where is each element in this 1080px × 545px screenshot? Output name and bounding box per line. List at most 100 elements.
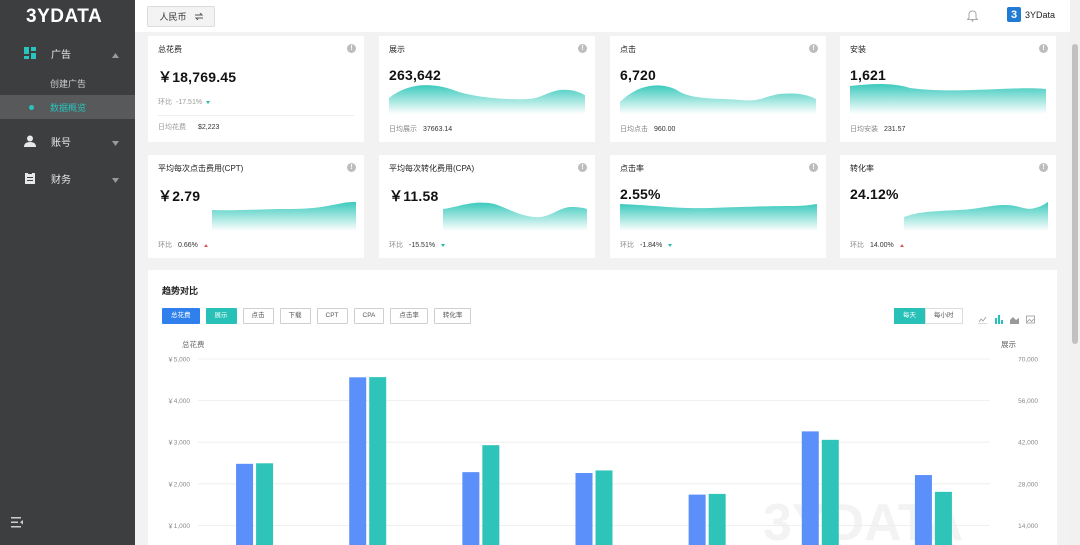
left-tick-label: ￥3,000 [167, 439, 190, 447]
card-footer: 日均点击 960.00 [620, 124, 675, 134]
card-title: 平均每次点击费用(CPT) [158, 164, 244, 173]
footer-label: 日均安装 [850, 126, 878, 133]
line-chart-icon[interactable] [978, 311, 987, 329]
bar-impressions [934, 491, 952, 545]
frequency-hourly-button[interactable]: 每小时 [925, 308, 963, 324]
stat-card-clicks: 点击 ! 6,720 日均点击 960.00 [610, 36, 826, 142]
metric-button-ctr[interactable]: 点击率 [390, 308, 428, 324]
menu-collapse-icon[interactable] [11, 515, 23, 533]
card-value: 6,720 [620, 67, 657, 83]
footer-label: 日均点击 [620, 126, 648, 133]
bar-impressions [256, 463, 274, 545]
active-dot-icon [29, 105, 34, 110]
page-scrollbar[interactable] [1070, 0, 1080, 545]
metric-button-downloads[interactable]: 下载 [279, 308, 311, 324]
user-brand[interactable]: 3 3YData [1007, 7, 1055, 22]
sidebar-group-account[interactable]: 账号 [0, 123, 135, 159]
bar-impressions [708, 493, 726, 545]
sparkline-area [904, 202, 1048, 231]
info-icon[interactable]: ! [1039, 44, 1048, 53]
chevron-down-icon [112, 138, 119, 149]
stat-card-ctr: 点击率 ! 2.55% 环比 -1.84% [610, 155, 826, 258]
metric-button-cvr[interactable]: 转化率 [433, 308, 472, 324]
trend-bar-chart: 3YDATA ￥1,000 14,000 ￥2,000 28,000 ￥3,000 42,0… [167, 356, 1038, 545]
info-icon[interactable]: ! [809, 44, 818, 53]
brand-name: 3YData [1025, 9, 1056, 20]
info-icon[interactable]: ! [578, 163, 587, 172]
sidebar: 3YDATA 广告 创建广告 数据概览 账号 财务 [0, 0, 135, 545]
scrollbar-thumb[interactable] [1072, 44, 1078, 344]
right-tick-label: 14,000 [1018, 523, 1038, 530]
info-icon[interactable]: ! [347, 44, 356, 53]
right-tick-label: 42,000 [1018, 440, 1038, 447]
chevron-down-icon [112, 175, 119, 186]
sidebar-item-data-overview[interactable]: 数据概览 [0, 95, 135, 119]
divider [158, 115, 354, 116]
card-footer: 日均花费 $2,223 [158, 122, 219, 132]
image-export-icon[interactable] [1026, 311, 1035, 329]
card-value: 24.12% [850, 186, 899, 202]
compare-value: -17.51% [176, 98, 203, 106]
info-icon[interactable]: ! [809, 163, 818, 172]
card-compare: 环比 -17.51% [158, 97, 211, 107]
metric-button-spend[interactable]: 总花费 [162, 308, 200, 324]
compare-value: -1.84% [640, 241, 663, 249]
chevron-up-icon [112, 50, 119, 61]
compare-value: 0.66% [178, 241, 198, 249]
stat-card-cpa: 平均每次转化费用(CPA) ! ￥11.58 环比 -15.51% [379, 155, 595, 258]
sidebar-group-finance[interactable]: 财务 [0, 160, 135, 196]
sparkline-area [212, 202, 356, 231]
card-value: ￥11.58 [389, 188, 439, 204]
area-chart-icon[interactable] [1010, 311, 1019, 329]
footer-label: 日均展示 [389, 126, 417, 133]
trend-down-icon [206, 100, 211, 104]
trend-down-icon [441, 243, 446, 247]
bar-chart-icon[interactable] [994, 311, 1003, 329]
card-footer: 环比 0.66% [158, 240, 208, 250]
card-title: 点击 [620, 45, 636, 54]
metric-button-group: 总花费 展示 点击 下载 CPT CPA 点击率 转化率 [162, 308, 472, 324]
card-value: ￥2.79 [158, 188, 201, 204]
card-title: 展示 [389, 45, 405, 54]
right-tick-label: 56,000 [1018, 398, 1038, 405]
info-icon[interactable]: ! [1039, 163, 1048, 172]
card-footer: 日均展示 37663.14 [389, 124, 452, 134]
right-tick-label: 70,000 [1018, 357, 1038, 364]
notification-bell-icon[interactable] [966, 9, 979, 27]
bar-spend [801, 431, 819, 545]
clipboard-icon [24, 172, 36, 184]
metric-button-cpa[interactable]: CPA [353, 308, 385, 324]
bar-spend [236, 463, 254, 545]
currency-switch-button[interactable]: 人民币 [147, 6, 215, 27]
sidebar-group-ads[interactable]: 广告 [0, 35, 135, 71]
bar-spend [575, 472, 593, 545]
brand-logo-icon: 3 [1007, 7, 1021, 22]
card-title: 点击率 [620, 164, 644, 173]
stat-card-total-spend: 总花费 ! ￥18,769.45 环比 -17.51% 日均花费 $2,223 [148, 36, 364, 142]
bar-impressions [595, 470, 613, 545]
card-value: 1,621 [850, 67, 887, 83]
info-icon[interactable]: ! [578, 44, 587, 53]
compare-label: 环比 [389, 242, 403, 249]
card-value: 2.55% [620, 186, 661, 202]
metric-button-cpt[interactable]: CPT [316, 308, 348, 324]
frequency-daily-button[interactable]: 每天 [894, 308, 925, 324]
info-icon[interactable]: ! [347, 163, 356, 172]
sidebar-item-create-ad[interactable]: 创建广告 [0, 71, 135, 95]
app-logo: 3YDATA [26, 6, 103, 27]
card-title: 平均每次转化费用(CPA) [389, 164, 475, 173]
metric-button-impressions[interactable]: 展示 [205, 308, 237, 324]
footer-value: 960.00 [654, 125, 676, 133]
top-bar: 人民币 3 3YData [135, 0, 1070, 32]
metric-button-clicks[interactable]: 点击 [242, 308, 274, 324]
card-footer: 环比 -1.84% [620, 240, 673, 250]
trend-up-icon [899, 243, 904, 247]
footer-value: $2,223 [198, 123, 220, 131]
compare-value: 14.00% [870, 241, 894, 249]
footer-value: 231.57 [884, 125, 906, 133]
card-value: 263,642 [389, 67, 442, 83]
left-tick-label: ￥5,000 [167, 356, 190, 364]
sidebar-item-label: 数据概览 [50, 102, 87, 113]
trend-down-icon [668, 243, 673, 247]
frequency-toggle: 每天 每小时 [894, 308, 963, 324]
